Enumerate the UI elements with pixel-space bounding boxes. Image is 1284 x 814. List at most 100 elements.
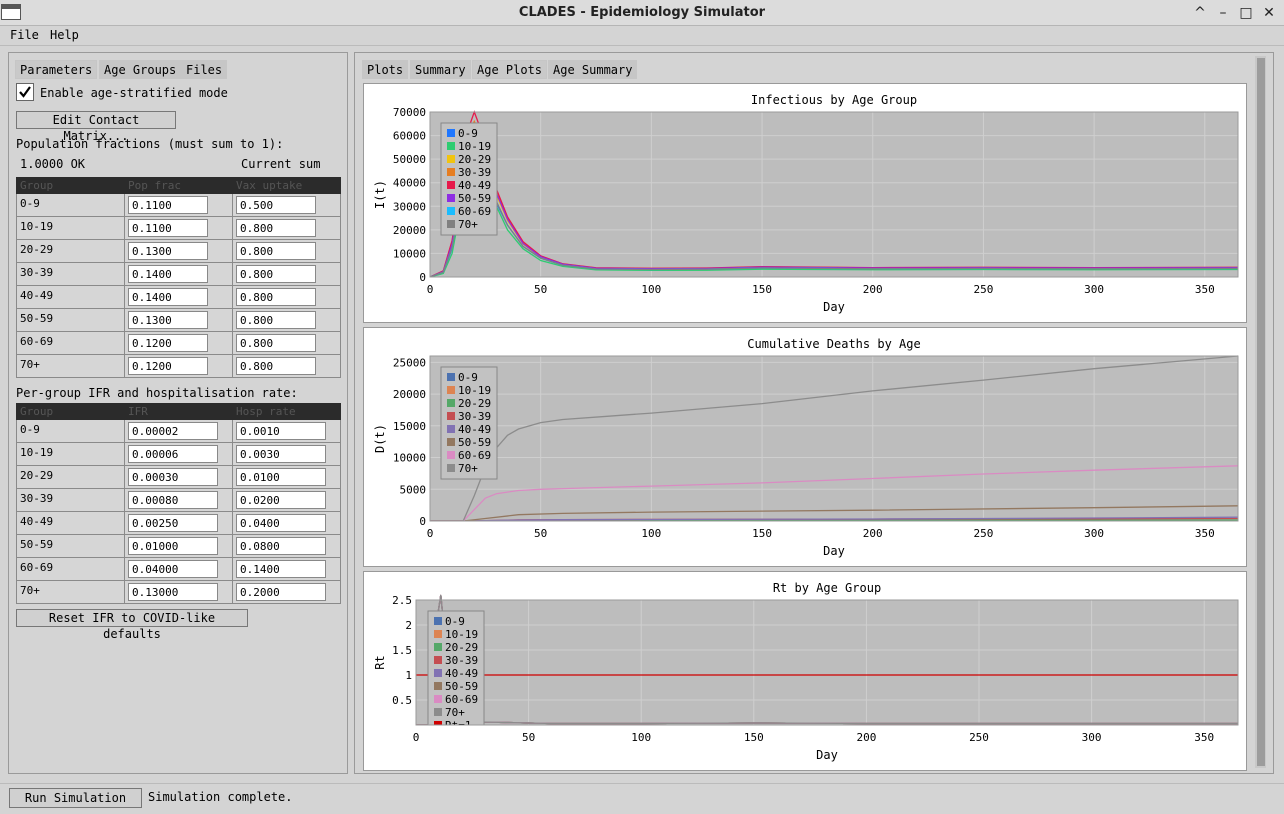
pop-input[interactable] xyxy=(128,219,208,237)
table-row: 70+ xyxy=(16,354,341,378)
plots-scrollbar-thumb[interactable] xyxy=(1257,58,1265,766)
ifr-input[interactable] xyxy=(128,537,218,555)
table-row: 50-59 xyxy=(16,308,341,332)
vax-input[interactable] xyxy=(236,288,316,306)
y-tick-label: 25000 xyxy=(393,356,426,369)
group-cell: 60-69 xyxy=(16,331,125,355)
tab-age-groups[interactable]: Age Groups xyxy=(99,60,182,79)
ifr-input[interactable] xyxy=(128,445,218,463)
vax-input[interactable] xyxy=(236,242,316,260)
vax-input[interactable] xyxy=(236,265,316,283)
column-header-hosp-rate: Hosp rate xyxy=(232,403,341,420)
pop-input[interactable] xyxy=(128,265,208,283)
x-tick-label: 100 xyxy=(641,283,661,296)
hosp-input[interactable] xyxy=(236,583,326,601)
group-cell: 0-9 xyxy=(16,419,125,443)
table-row: 0-9 xyxy=(16,419,341,443)
pop-input[interactable] xyxy=(128,288,208,306)
menu-file[interactable]: File xyxy=(10,28,39,42)
x-tick-label: 200 xyxy=(863,283,883,296)
x-tick-label: 100 xyxy=(631,731,651,744)
ifr-input[interactable] xyxy=(128,468,218,486)
ifr-cell xyxy=(124,534,233,558)
pop-input[interactable] xyxy=(128,357,208,375)
edit-contact-matrix-button[interactable]: Edit Contact Matrix... xyxy=(16,111,176,143)
group-cell: 20-29 xyxy=(16,465,125,489)
close-icon[interactable]: ✕ xyxy=(1263,5,1275,21)
table-row: 40-49 xyxy=(16,285,341,309)
hosp-input[interactable] xyxy=(236,537,326,555)
chart-title: Rt by Age Group xyxy=(773,581,881,595)
hosp-cell xyxy=(232,442,341,466)
app-icon xyxy=(1,4,21,20)
deaths-chart: Cumulative Deaths by Age 0 50 100 150 200 250 3… xyxy=(363,327,1247,567)
ifr-input[interactable] xyxy=(128,514,218,532)
tab-plots[interactable]: Plots xyxy=(362,60,409,79)
tab-parameters[interactable]: Parameters xyxy=(15,60,98,79)
ifr-input[interactable] xyxy=(128,583,218,601)
vax-input[interactable] xyxy=(236,357,316,375)
ifr-input[interactable] xyxy=(128,491,218,509)
tab-summary[interactable]: Summary xyxy=(410,60,471,79)
legend-swatch xyxy=(434,669,442,677)
reset-ifr-button[interactable]: Reset IFR to COVID-like defaults xyxy=(16,609,248,641)
pop-input[interactable] xyxy=(128,334,208,352)
ifr-cell xyxy=(124,557,233,581)
hosp-input[interactable] xyxy=(236,560,326,578)
legend-box xyxy=(440,122,498,236)
x-axis-label: Day xyxy=(823,300,845,314)
maximize-icon[interactable]: □ xyxy=(1239,5,1253,21)
pop-input[interactable] xyxy=(128,242,208,260)
y-tick-label: 5000 xyxy=(400,483,427,496)
x-tick-label: 300 xyxy=(1082,731,1102,744)
restore-icon[interactable]: ^ xyxy=(1194,5,1206,21)
group-cell: 30-39 xyxy=(16,488,125,512)
ifr-cell xyxy=(124,580,233,604)
legend-label: 60-69 xyxy=(458,205,491,218)
table-row: 30-39 xyxy=(16,262,341,286)
legend-swatch xyxy=(447,155,455,163)
table-row: 10-19 xyxy=(16,216,341,240)
menu-help[interactable]: Help xyxy=(50,28,79,42)
vax-input[interactable] xyxy=(236,311,316,329)
x-tick-label: 350 xyxy=(1195,283,1215,296)
y-tick-label: 10000 xyxy=(393,247,426,260)
vax-input[interactable] xyxy=(236,219,316,237)
ifr-table: Group IFR Hosp rate 0-910-1920-2930-3940… xyxy=(16,403,341,604)
hosp-cell xyxy=(232,488,341,512)
pop-input[interactable] xyxy=(128,311,208,329)
vax-input[interactable] xyxy=(236,334,316,352)
x-tick-label: 0 xyxy=(427,527,434,540)
age-mode-checkbox[interactable] xyxy=(16,83,34,101)
minimize-icon[interactable]: – xyxy=(1219,5,1227,21)
ifr-input[interactable] xyxy=(128,422,218,440)
pop-input[interactable] xyxy=(128,196,208,214)
hosp-cell xyxy=(232,580,341,604)
x-tick-label: 350 xyxy=(1195,527,1215,540)
legend-swatch xyxy=(434,682,442,690)
ifr-input[interactable] xyxy=(128,560,218,578)
vax-input[interactable] xyxy=(236,196,316,214)
hosp-input[interactable] xyxy=(236,468,326,486)
tab-age-plots[interactable]: Age Plots xyxy=(472,60,548,79)
hosp-input[interactable] xyxy=(236,422,326,440)
legend-label: 20-29 xyxy=(458,397,491,410)
tab-files[interactable]: Files xyxy=(181,60,228,79)
legend-swatch xyxy=(447,168,455,176)
rt-chart: Rt by Age Group 0 50 100 150 200 250 300 350 0.5 1… xyxy=(363,571,1247,771)
run-simulation-button[interactable]: Run Simulation xyxy=(9,788,142,808)
x-tick-label: 250 xyxy=(973,527,993,540)
hosp-input[interactable] xyxy=(236,445,326,463)
y-axis-label: Rt xyxy=(373,655,387,669)
pop-cell xyxy=(124,262,233,286)
legend-label: Rt=1 xyxy=(445,719,472,732)
column-header-ifr: IFR xyxy=(124,403,233,420)
table-row: 60-69 xyxy=(16,557,341,581)
tab-age-summary[interactable]: Age Summary xyxy=(548,60,638,79)
hosp-input[interactable] xyxy=(236,514,326,532)
plot-frame xyxy=(415,599,1239,726)
x-tick-label: 350 xyxy=(1194,731,1214,744)
hosp-input[interactable] xyxy=(236,491,326,509)
series-line-60-69 xyxy=(430,465,1238,521)
checkmark-icon xyxy=(19,86,31,98)
